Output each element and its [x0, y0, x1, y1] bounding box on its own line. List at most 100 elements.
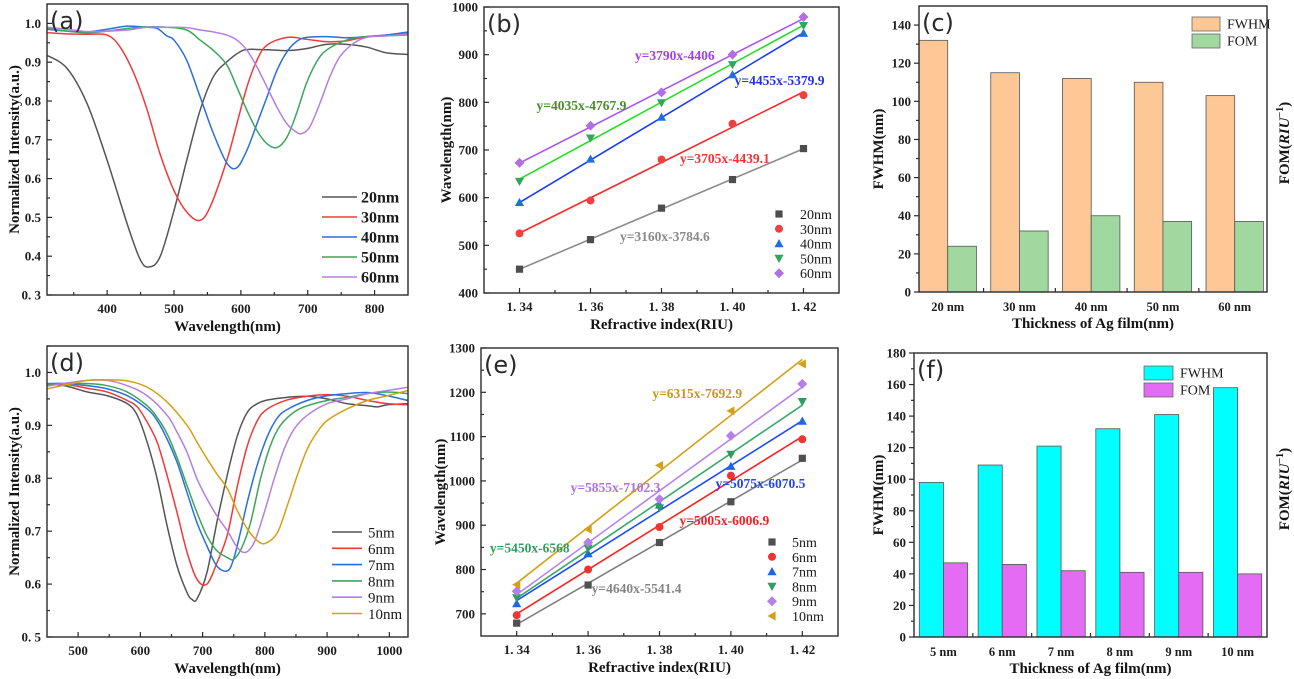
- spectrum-line-60nm: [47, 26, 408, 135]
- bar-fwhm: [919, 39, 949, 292]
- data-point: [656, 87, 667, 98]
- axes: 400 500 600 700 800 900 1000 1. 34 1. 36 1. 38 1. …: [439, 0, 817, 333]
- bar-fom: [1237, 573, 1263, 637]
- data-point: [728, 119, 737, 128]
- x-tick-label: 700: [193, 643, 213, 658]
- legend-label: 7nm: [368, 558, 395, 574]
- y-tick-label: 0.4: [25, 249, 42, 264]
- spectrum-line-40nm: [47, 25, 408, 170]
- x-tick-label: 1. 34: [507, 299, 534, 314]
- x-category-label: 20 nm: [931, 300, 965, 314]
- data-point: [584, 565, 593, 574]
- fit-equation-label: y=3160x-3784.6: [620, 229, 710, 244]
- fit-equation-label: y=5450x-6568: [490, 541, 570, 556]
- legend-marker-swatch: [775, 224, 783, 233]
- data-point: [726, 461, 736, 470]
- x-tick-label: 600: [231, 301, 251, 316]
- x-category-label: 10 nm: [1221, 645, 1255, 659]
- data-point: [654, 494, 665, 505]
- data-point: [583, 544, 593, 553]
- data-point: [799, 144, 808, 153]
- x-tick-label: 1. 38: [647, 642, 674, 657]
- data-point: [798, 12, 809, 23]
- y2-label-prefix: FOM(: [1277, 490, 1293, 530]
- bar-fwhm: [1095, 428, 1121, 637]
- fit-equations: y=4640x-5541.4 y=5005x-6006.9 y=5075x-6070…: [490, 386, 806, 596]
- data-point: [515, 265, 524, 273]
- y-tick-label: 140: [887, 409, 907, 424]
- fit-equation-label: y=6315x-7692.9: [652, 386, 742, 401]
- legend-label: 7nm: [792, 566, 817, 581]
- y2-label-prefix: FOM(: [1277, 144, 1293, 184]
- axes: 0. 3 0.4 0.5 0.6 0.7 0.8 0.9 1.0 400 500 600 700 800…: [7, 16, 384, 335]
- y-tick-label: 0.9: [25, 418, 42, 433]
- legend-marker-swatch: [767, 596, 777, 607]
- y-tick-label: 100: [887, 472, 907, 487]
- bar-fom: [1119, 571, 1145, 637]
- plot-frame: [913, 352, 1268, 638]
- data-point: [798, 28, 809, 37]
- y-tick-label: 0. 3: [22, 288, 42, 303]
- y-tick-label: 1000: [452, 0, 478, 15]
- legend-color-swatch: [1191, 16, 1221, 32]
- plot-area: [47, 25, 408, 268]
- legend-label: FOM: [1180, 384, 1211, 399]
- legend-label: 30nm: [800, 223, 832, 238]
- x-category-label: 60 nm: [1218, 300, 1252, 314]
- y-tick-label: 0.8: [25, 94, 42, 109]
- x-axis-label: Wavelength(nm): [174, 319, 281, 335]
- plot-frame: [46, 3, 409, 296]
- data-point: [798, 435, 807, 444]
- data-point: [515, 229, 524, 238]
- panel-d-transmission-spectra: 0. 5 0.6 0.7 0.8 0.9 1.0 500 600 700 800 900 1000 Wa…: [7, 345, 409, 677]
- data-point: [654, 460, 664, 471]
- legend-label: 5nm: [792, 536, 817, 551]
- data-point: [514, 177, 525, 187]
- bar-fwhm: [1154, 414, 1180, 637]
- y2-label-italic: RIU: [1277, 462, 1293, 491]
- legend-label: 20nm: [800, 208, 832, 223]
- data-point: [585, 120, 596, 131]
- panel-label: (d): [50, 349, 84, 377]
- data-point: [727, 61, 738, 70]
- x-axis-label: Refractive index(RIU): [590, 317, 733, 333]
- panel-label: (a): [50, 7, 83, 35]
- bar-fom: [1234, 221, 1264, 292]
- x-tick-label: 600: [131, 643, 151, 658]
- y-tick-label: 1.0: [25, 16, 41, 31]
- legend-label: 50nm: [361, 250, 400, 267]
- y-axis-label: FWHM(nm): [871, 109, 887, 190]
- x-category-label: 5 nm: [930, 645, 957, 659]
- legend-label: 9nm: [792, 595, 817, 610]
- fit-equation-label: y=3790x-4406: [635, 48, 715, 63]
- legend-label: 50nm: [800, 252, 832, 267]
- legend-label: FWHM: [1227, 18, 1271, 33]
- x-tick-label: 1. 34: [504, 642, 531, 657]
- plot-area: [919, 39, 1264, 292]
- x-tick-label: 1. 38: [649, 299, 676, 314]
- data-point: [513, 619, 521, 627]
- x-axis-label: Wavelength(nm): [174, 661, 281, 677]
- legend-label: FWHM: [1180, 367, 1224, 382]
- legend-color-swatch: [1143, 365, 1174, 381]
- data-point: [727, 49, 738, 60]
- data-point: [512, 594, 522, 603]
- data-point: [656, 112, 667, 121]
- spectrum-line-9nm: [47, 379, 408, 554]
- x-tick-label: 1. 40: [718, 642, 744, 657]
- data-point: [512, 599, 522, 608]
- fit-equation-label: y=4640x-5541.4: [592, 581, 682, 596]
- legend-marker-swatch: [774, 254, 784, 263]
- axes: 0. 5 0.6 0.7 0.8 0.9 1.0 500 600 700 800 900 1000 Wa…: [7, 345, 402, 677]
- y-axis-label: Normalized Intensity(a.u.): [7, 65, 23, 234]
- legend-label: 8nm: [368, 574, 395, 590]
- data-point: [514, 197, 525, 207]
- data-point: [725, 430, 736, 441]
- legend-label: 40nm: [800, 238, 832, 253]
- legend-marker-swatch: [767, 582, 777, 591]
- x-axis-label: Refractive index(RIU): [588, 660, 731, 676]
- fit-line-10nm: [516, 358, 803, 584]
- bar-fwhm: [1133, 81, 1164, 292]
- data-point: [797, 359, 806, 369]
- y-tick-label: 0.8: [25, 471, 42, 486]
